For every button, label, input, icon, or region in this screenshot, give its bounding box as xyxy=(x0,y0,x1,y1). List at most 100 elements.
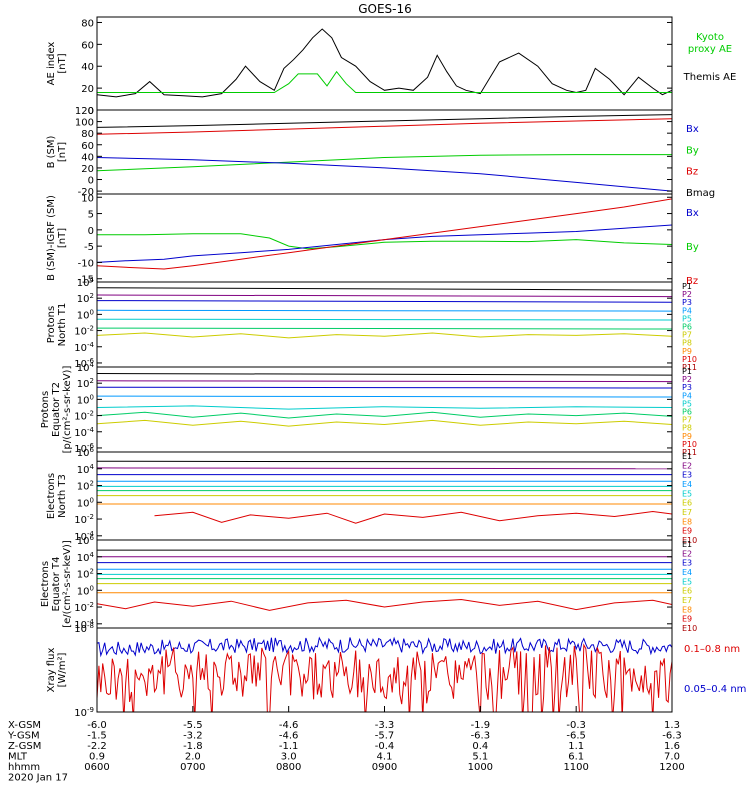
axis-row-value: 0800 xyxy=(276,762,301,773)
axis-row-value: -4.6 xyxy=(279,720,299,731)
legend-item: P1 xyxy=(682,367,692,376)
panel-xray-series xyxy=(97,636,672,712)
ylabel-ae: [nT] xyxy=(57,53,68,73)
ytick-label-ae: 80 xyxy=(81,18,94,29)
legend-item: E3 xyxy=(682,471,692,480)
axis-row-value: -6.3 xyxy=(662,731,682,742)
axis-row-value: -3.2 xyxy=(183,731,203,742)
axis-row-value: 2.0 xyxy=(185,752,201,763)
axis-row-value: -6.5 xyxy=(566,731,586,742)
legend-item: P3 xyxy=(682,383,692,392)
ytick-label-xray: 10-8 xyxy=(74,622,94,635)
ytick-label-elec4: 10-2 xyxy=(74,601,94,614)
series-elec3-e1 xyxy=(97,460,672,463)
legend-item: P9 xyxy=(682,347,692,356)
ytick-label-bsm: 0 xyxy=(88,176,94,187)
legend-item: Bmag xyxy=(686,188,715,199)
ytick-label-bdiff: -15 xyxy=(78,275,94,286)
legend-item: E7 xyxy=(682,596,692,605)
series-prot2-p4 xyxy=(97,395,672,398)
ytick-label-prot1: 102 xyxy=(77,292,94,305)
ytick-label-elec3: 100 xyxy=(77,496,94,509)
date-label: 2020 Jan 17 xyxy=(8,773,68,784)
legend-item: P1 xyxy=(682,282,692,291)
legend-item: P11 xyxy=(682,363,697,372)
ytick-label-bdiff: -10 xyxy=(78,258,94,269)
legend-item: P4 xyxy=(682,306,692,315)
ytick-label-prot2: 102 xyxy=(77,377,94,390)
ytick-label-ae: 0 xyxy=(88,106,94,117)
series-prot2-p7 xyxy=(97,419,672,427)
legend-item: Bx xyxy=(686,208,699,219)
ylabel-bsm: [nT] xyxy=(57,142,68,162)
legend-item: E6 xyxy=(682,499,692,508)
series-elec3-e9 xyxy=(154,510,672,524)
legend-item: P3 xyxy=(682,298,692,307)
panel-xray: 10-8 10-9 Xray flux [W/m²] 0.1–0.8 nm 0.05–0.… xyxy=(46,622,746,719)
ytick-label-bsm: 40 xyxy=(81,152,94,163)
series-xray-0-1-0-8-nm xyxy=(97,643,672,712)
ylabel-xray: [W/m²] xyxy=(57,652,68,687)
ytick-label-prot1: 10-2 xyxy=(74,325,94,338)
legend-item: By xyxy=(686,145,699,156)
legend-item: P8 xyxy=(682,424,692,433)
axis-row-value: -1.8 xyxy=(183,741,203,752)
panel-elec3-series xyxy=(97,460,672,524)
series-prot1-p7 xyxy=(97,332,672,339)
axis-row-value: -5.7 xyxy=(375,731,395,742)
axis-row-label: hhmm xyxy=(8,762,40,773)
legend-item: Themis AE xyxy=(683,72,737,83)
axis-row-value: -5.5 xyxy=(183,720,203,731)
legend-item: P2 xyxy=(682,290,692,299)
axis-row-value: 6.1 xyxy=(568,752,584,763)
legend-item: P8 xyxy=(682,339,692,348)
legend-item: E8 xyxy=(682,517,692,526)
ylabel-xray: Xray flux xyxy=(46,648,57,693)
series-prot1-p4 xyxy=(97,309,672,312)
legend-item: P7 xyxy=(682,416,692,425)
axis-row-value: 1.6 xyxy=(664,741,680,752)
legend-item: Bz xyxy=(686,276,698,287)
ytick-label-bsm: 20 xyxy=(81,164,94,175)
axis-row-label: Z-GSM xyxy=(8,741,41,752)
ytick-label-elec3: 10-2 xyxy=(74,513,94,526)
series-prot2-p1 xyxy=(97,373,672,376)
axis-row-value: 1.1 xyxy=(568,741,584,752)
panel-bdiff-frame xyxy=(96,193,673,283)
ytick-label-elec4: 102 xyxy=(77,568,94,581)
legend-item: E1 xyxy=(682,540,692,549)
axis-row-value: 0600 xyxy=(84,762,109,773)
legend-item: E2 xyxy=(682,549,692,558)
axis-row-value: -6.0 xyxy=(87,720,107,731)
legend-item: P4 xyxy=(682,391,692,400)
legend-item: E8 xyxy=(682,605,692,614)
ytick-label-bsm: -20 xyxy=(78,187,94,198)
ytick-label-bdiff: 5 xyxy=(88,210,94,221)
legend-item: E5 xyxy=(682,489,692,498)
ytick-label-bsm: 120 xyxy=(75,106,94,117)
ylabel-bdiff: [nT] xyxy=(57,228,68,248)
axis-row-value: 4.1 xyxy=(377,752,393,763)
legend-item: Kyoto xyxy=(696,32,724,43)
ytick-label-elec3: 102 xyxy=(77,480,94,493)
legend-item: E5 xyxy=(682,577,692,586)
panel-elec4-series xyxy=(97,549,672,611)
series-prot1-p3 xyxy=(97,300,672,303)
legend-item: E10 xyxy=(682,624,697,633)
axis-row-value: -2.2 xyxy=(87,741,107,752)
series-bsm-bz xyxy=(97,118,672,135)
legend-item: 0.05–0.4 nm xyxy=(684,684,746,695)
series-elec4-e9 xyxy=(97,598,672,611)
ylabel-prot1: North T1 xyxy=(57,303,68,347)
ytick-label-elec3: 106 xyxy=(77,446,95,459)
legend-item: P10 xyxy=(682,355,697,364)
ytick-label-xray: 10-9 xyxy=(74,706,94,719)
axis-row-value: 1.3 xyxy=(664,720,680,731)
ytick-label-prot1: 104 xyxy=(77,276,95,289)
ytick-label-bsm: 60 xyxy=(81,141,94,152)
